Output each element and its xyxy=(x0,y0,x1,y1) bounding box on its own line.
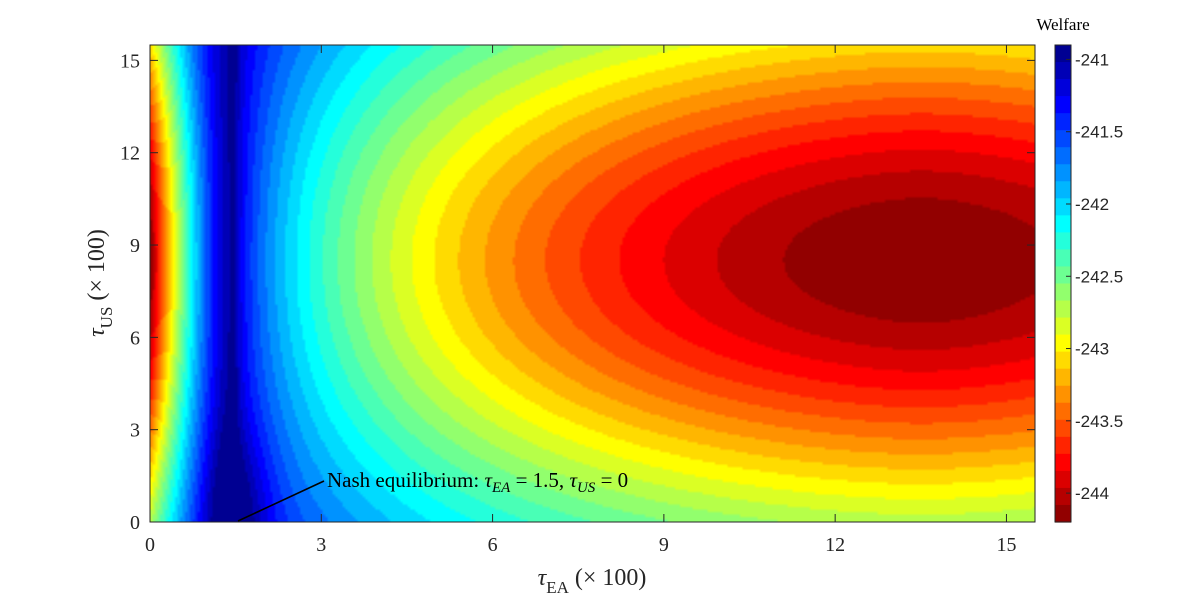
colorbar-swatch xyxy=(1055,402,1071,421)
x-tick-label: 15 xyxy=(996,534,1016,556)
colorbar-swatch xyxy=(1055,249,1071,268)
colorbar: -241 -241.5 -242 -242.5 -243 -243.5 -244 xyxy=(1054,44,1123,523)
colorbar-swatch xyxy=(1055,453,1071,472)
colorbar-swatch xyxy=(1055,198,1071,216)
x-tick-label: 6 xyxy=(488,534,498,556)
colorbar-tick-label: -241.5 xyxy=(1075,123,1123,142)
x-tick-label: 3 xyxy=(316,534,326,556)
x-tick-label: 12 xyxy=(825,534,845,556)
contour-surface xyxy=(150,45,1035,522)
y-tick-labels: 0 3 6 9 12 15 xyxy=(120,50,140,534)
colorbar-swatch xyxy=(1055,317,1071,336)
plot-frame xyxy=(149,44,1036,523)
colorbar-swatch xyxy=(1055,79,1071,97)
colorbar-swatch xyxy=(1055,96,1071,114)
colorbar-swatch xyxy=(1055,113,1071,131)
nash-equilibrium-arrow xyxy=(237,480,325,522)
colorbar-swatch xyxy=(1055,300,1071,319)
colorbar-tick-label: -241 xyxy=(1075,50,1109,69)
colorbar-swatch xyxy=(1055,351,1071,370)
y-tick-label: 15 xyxy=(120,50,140,72)
colorbar-swatch xyxy=(1055,266,1071,285)
colorbar-swatch xyxy=(1055,232,1071,251)
colorbar-swatch xyxy=(1055,436,1071,455)
colorbar-swatch xyxy=(1055,181,1071,199)
y-axis-label: τUS(× 100) xyxy=(84,229,116,337)
colorbar-tick-label: -242 xyxy=(1075,195,1109,214)
colorbar-tick-label: -243.5 xyxy=(1075,412,1123,431)
colorbar-swatch xyxy=(1055,147,1071,165)
x-tick-label: 0 xyxy=(145,534,155,556)
colorbar-swatch xyxy=(1055,45,1071,63)
colorbar-swatch xyxy=(1055,334,1071,353)
nash-equilibrium-annotation: Nash equilibrium: τEA = 1.5, τUS = 0 xyxy=(327,468,628,496)
colorbar-swatch xyxy=(1055,504,1071,523)
colorbar-swatch xyxy=(1055,215,1071,233)
colorbar-tick-label: -242.5 xyxy=(1075,267,1123,286)
colorbar-swatch xyxy=(1055,368,1071,387)
x-tick-labels: 0 3 6 9 12 15 xyxy=(145,534,1016,556)
x-axis-label: τEA (× 100) xyxy=(538,565,647,597)
colorbar-swatch xyxy=(1055,487,1071,506)
colorbar-swatch xyxy=(1055,62,1071,80)
y-tick-label: 12 xyxy=(120,143,140,165)
colorbar-swatch xyxy=(1055,419,1071,438)
colorbar-tick-label: -244 xyxy=(1075,484,1109,503)
colorbar-swatch xyxy=(1055,130,1071,148)
colorbar-swatch xyxy=(1055,283,1071,302)
colorbar-swatch xyxy=(1055,164,1071,182)
x-tick-label: 9 xyxy=(659,534,669,556)
y-tick-label: 3 xyxy=(130,420,140,442)
colorbar-swatch xyxy=(1055,385,1071,404)
colorbar-title: Welfare xyxy=(1036,15,1089,34)
colorbar-swatch xyxy=(1055,470,1071,489)
colorbar-frame xyxy=(1054,44,1072,523)
y-tick-label: 0 xyxy=(130,512,140,534)
y-tick-label: 9 xyxy=(130,235,140,257)
plot-axes xyxy=(149,44,1036,523)
colorbar-tick-label: -243 xyxy=(1075,340,1109,359)
y-tick-label: 6 xyxy=(130,327,140,349)
